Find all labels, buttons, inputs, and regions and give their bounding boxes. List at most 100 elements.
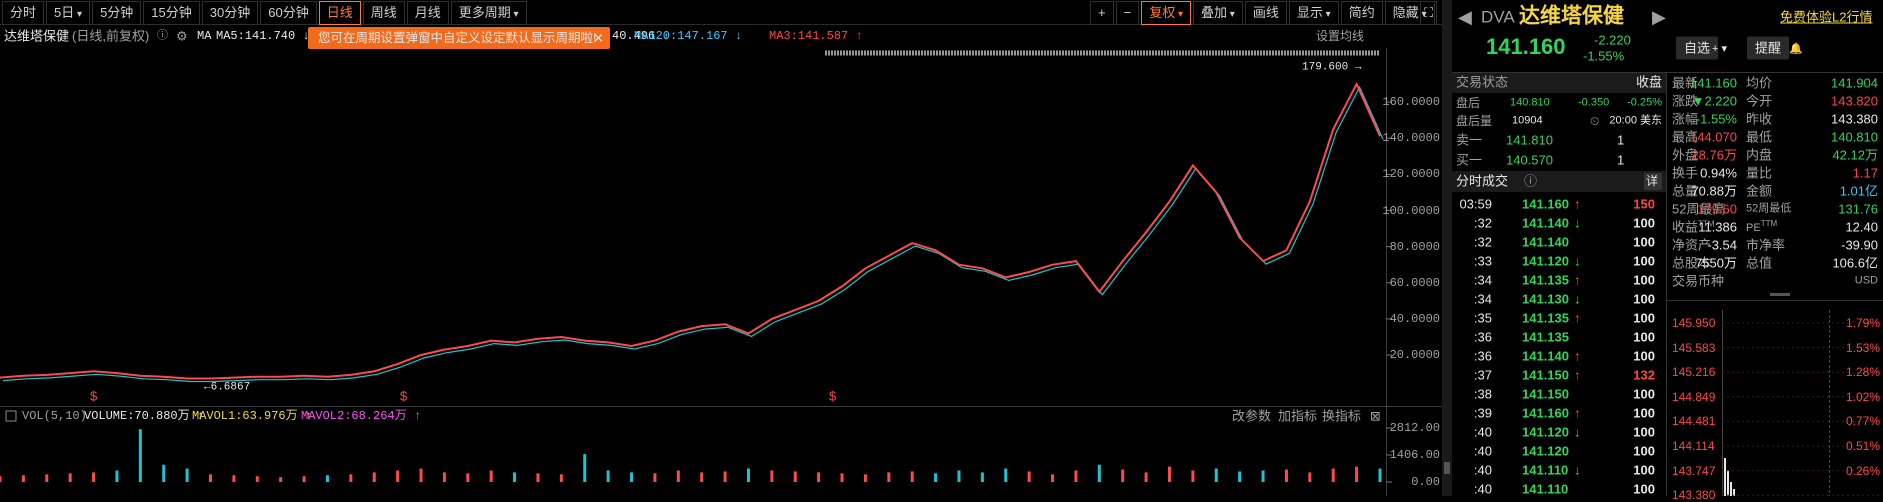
collapse-handle[interactable] [1770, 293, 1790, 296]
volume-bar [630, 472, 634, 482]
price-line [0, 81, 1381, 380]
settings-icon[interactable]: ⚙ [176, 28, 188, 44]
tool-button[interactable]: 复权 [1141, 1, 1192, 25]
detail-bg[interactable] [1644, 173, 1662, 190]
trade-volume: 100 [1633, 234, 1655, 250]
tool-button[interactable]: 叠加 [1193, 1, 1243, 25]
tool-button[interactable]: 简约 [1340, 1, 1383, 25]
trade-direction: ↑ [1574, 367, 1581, 383]
trade-time: :40 [1473, 462, 1492, 478]
zoom-in[interactable]: + [1090, 1, 1114, 25]
y-tick-label: 160.0000 [1382, 95, 1440, 110]
ma-settings[interactable]: 设置均线 [1316, 29, 1365, 43]
trade-price: 141.135 [1522, 272, 1569, 288]
dividend-marker[interactable]: $ [829, 388, 837, 404]
trade-volume: 100 [1633, 329, 1655, 345]
period-button[interactable]: 日线 [318, 1, 361, 25]
volume-bar [559, 474, 563, 482]
indicator-action[interactable]: 加指标 [1278, 408, 1318, 424]
mavol2: MAVOL2:68.264万 ↑ [301, 409, 422, 423]
period-button[interactable]: 月线 [406, 1, 449, 25]
volume-bar [489, 470, 493, 482]
zoom-out[interactable]: − [1115, 1, 1140, 25]
trade-price: 141.110 [1522, 462, 1569, 478]
info-icon[interactable]: ⓘ [1524, 173, 1538, 189]
ticks-detail[interactable]: 详 [1646, 174, 1659, 188]
after-hours-pct: -0.25% [1627, 96, 1662, 109]
y-tick-label: 40.0000 [1389, 311, 1440, 326]
quote-button[interactable]: 自选 [1676, 36, 1719, 60]
stock-name: 达维塔保健 [4, 28, 70, 44]
trade-volume: 100 [1633, 386, 1655, 402]
volume-bar [934, 473, 938, 482]
period-button[interactable]: 5日 [46, 1, 91, 25]
trade-price: 141.135 [1522, 310, 1569, 326]
trade-price: 141.150 [1522, 386, 1569, 402]
period-button[interactable]: 15分钟 [143, 1, 200, 25]
ask-label: 卖一 [1456, 132, 1483, 148]
stat-label: 今开 [1746, 93, 1773, 109]
status-value: 收盘 [1635, 74, 1662, 90]
dividend-marker[interactable]: $ [90, 388, 98, 404]
splitter-handle[interactable] [1444, 462, 1450, 474]
tooltip-close[interactable]: ✕ [593, 30, 604, 46]
volume-bar [1121, 469, 1125, 482]
help-icon[interactable]: ⓘ [157, 29, 168, 42]
y-tick-label: 100.0000 [1382, 203, 1440, 218]
volume-bar [1004, 468, 1008, 482]
bid-price: 140.570 [1506, 152, 1553, 168]
tool-button[interactable]: 显示 [1288, 1, 1339, 25]
checkbox[interactable] [5, 410, 17, 422]
trade-volume: 100 [1633, 443, 1655, 459]
bid-qty: 1 [1617, 152, 1625, 168]
intraday-volume [1724, 458, 1726, 496]
volume-bar [138, 429, 142, 482]
promo-link[interactable]: 免费体验L2行情 [1780, 9, 1873, 25]
stat-label: 收益TTM [1672, 219, 1715, 235]
tool-button[interactable]: 画线 [1244, 1, 1287, 25]
ask-qty: 1 [1617, 132, 1625, 148]
trade-volume: 100 [1633, 310, 1655, 326]
intraday-pct-label: 0.77% [1845, 414, 1880, 429]
tooltip-text: 您可在周期设置弹窗中自定义设定默认显示周期啦! [318, 30, 597, 45]
period-button[interactable]: 更多周期 [450, 1, 527, 25]
volume-bar [372, 472, 376, 482]
quote-button[interactable]: 提醒 [1747, 36, 1790, 60]
volume-bar [1097, 464, 1101, 482]
period-button[interactable]: 60分钟 [260, 1, 317, 25]
prev-stock[interactable]: ◀ [1458, 7, 1472, 27]
indicator-action[interactable]: 改参数 [1232, 408, 1272, 424]
trade-time: :34 [1473, 291, 1492, 307]
panel-close[interactable]: ⊠ [1370, 408, 1381, 424]
stat-value: USD [1854, 274, 1878, 287]
next-stock[interactable]: ▶ [1652, 7, 1666, 27]
volume-bar [840, 473, 844, 482]
indicator-action[interactable]: 换指标 [1322, 408, 1362, 424]
trade-time: :38 [1473, 386, 1492, 402]
stat-value: 131.76 [1838, 201, 1878, 217]
intraday-pct-label: 0.26% [1845, 463, 1880, 478]
stat-value: 179.60 [1697, 201, 1737, 217]
y-tick-label: 0.00 [1411, 475, 1440, 489]
period-button[interactable]: 30分钟 [201, 1, 259, 25]
stat-label: 市净率 [1746, 237, 1786, 253]
volume-bar [115, 470, 119, 482]
period-button[interactable]: 5分钟 [92, 1, 142, 25]
stat-value: 144.070 [1690, 129, 1737, 145]
volume-bar [1167, 466, 1171, 482]
trade-direction: ↓ [1574, 215, 1581, 231]
volume-bar [980, 472, 984, 482]
dividend-marker[interactable]: $ [400, 388, 408, 404]
tool-button[interactable]: 隐藏 [1384, 1, 1435, 25]
fullscreen[interactable]: ⛶ [1420, 1, 1438, 25]
ticks-header: 分时成交 [1456, 173, 1509, 189]
period-bar: 分时5日5分钟15分钟30分钟60分钟日线周线月线更多周期 [2, 0, 529, 25]
button-icon-wrap: + ▾ [1712, 41, 1727, 55]
stat-label: 量比 [1746, 165, 1773, 181]
period-button[interactable]: 周线 [362, 1, 405, 25]
after-hours-label: 盘后 [1456, 96, 1481, 110]
volume-bar [700, 472, 704, 482]
period-button[interactable]: 分时 [2, 1, 45, 25]
clock-icon: ⏲ [1590, 114, 1600, 128]
